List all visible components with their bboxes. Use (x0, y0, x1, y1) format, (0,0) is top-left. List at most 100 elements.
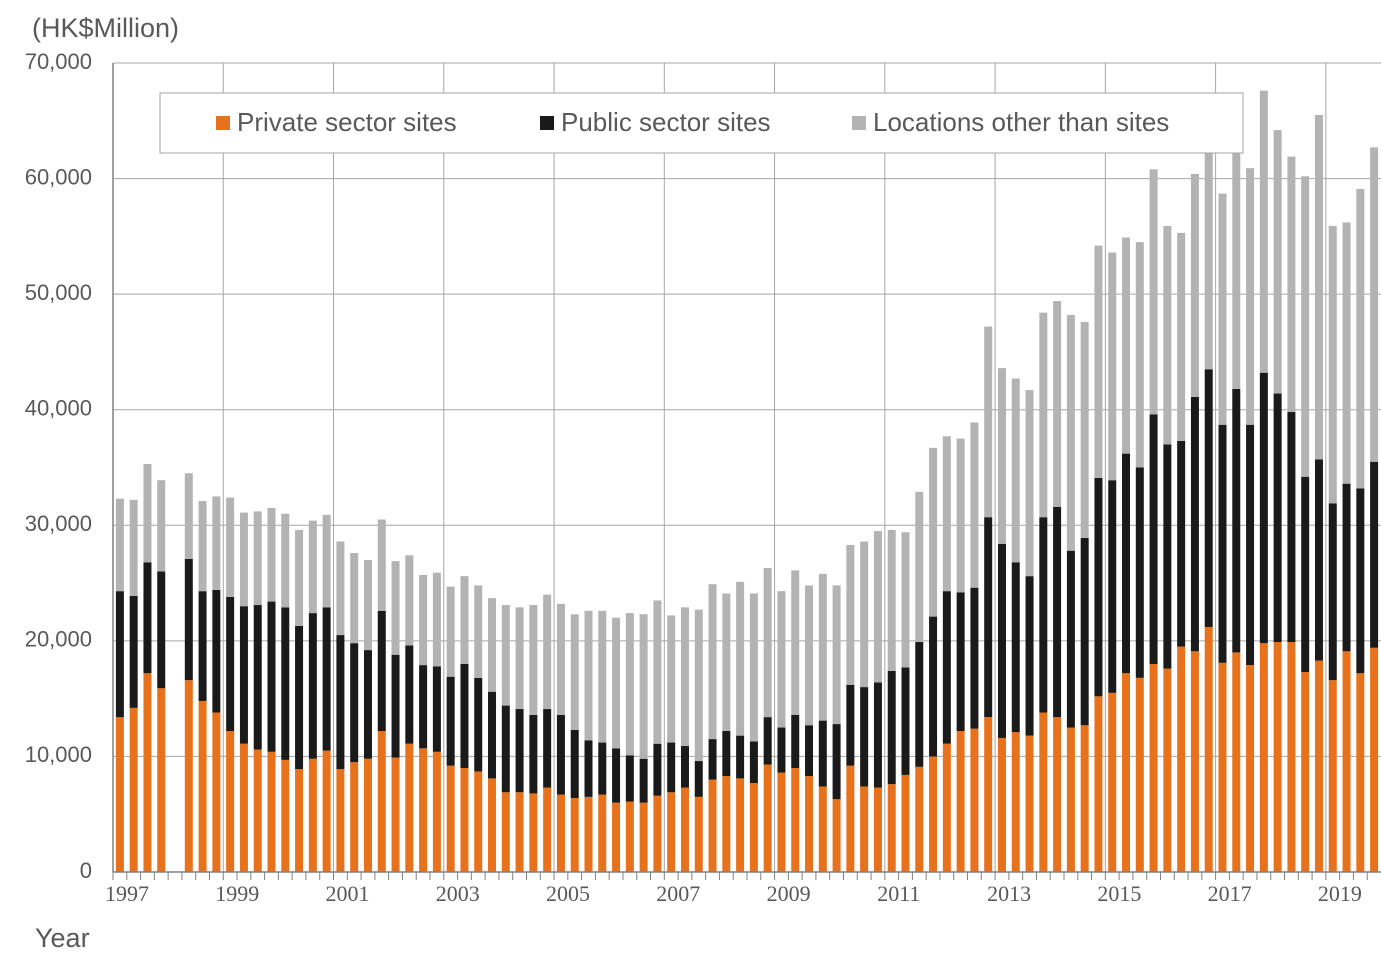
bar-segment (501, 705, 510, 793)
bar-segment (1094, 477, 1103, 697)
bar-segment (887, 784, 896, 872)
legend-swatch (540, 116, 554, 130)
bar-segment (488, 598, 497, 692)
bar-segment (198, 501, 207, 592)
bar-segment (143, 464, 152, 563)
bar-segment (556, 794, 565, 872)
bar-segment (1370, 147, 1379, 462)
bar-segment (805, 725, 814, 777)
bar-segment (777, 591, 786, 728)
bar-segment (1053, 717, 1062, 872)
bar-segment (1190, 397, 1199, 652)
bar-segment (529, 714, 538, 794)
bar-segment (612, 802, 621, 872)
x-tick-label: 1999 (215, 881, 259, 906)
bar-segment (1370, 461, 1379, 648)
bar-segment (1135, 677, 1144, 872)
bar-segment (1080, 537, 1089, 726)
bar-segment (1232, 652, 1241, 872)
bar-segment (1149, 169, 1158, 415)
bar-segment (1190, 651, 1199, 872)
bar-segment (157, 571, 166, 689)
bar-segment (956, 592, 965, 732)
bar-segment (694, 761, 703, 797)
bar-segment (1342, 483, 1351, 652)
bar-segment (680, 746, 689, 788)
bar-segment (708, 739, 717, 780)
bar-segment (625, 755, 634, 802)
bar-segment (805, 585, 814, 726)
bar-segment (1011, 378, 1020, 563)
bar-segment (1314, 660, 1323, 872)
bar-segment (1259, 643, 1268, 872)
bar-segment (1108, 480, 1117, 693)
bar-segment (997, 543, 1006, 738)
bar-segment (129, 707, 138, 872)
bar-segment (1356, 673, 1365, 872)
bar-segment (915, 642, 924, 767)
bar-segment (1190, 173, 1199, 398)
bar-segment (942, 436, 951, 592)
bar-segment (970, 422, 979, 588)
bar-segment (749, 741, 758, 784)
bar-segment (887, 529, 896, 671)
bar-segment (543, 709, 552, 788)
bar-segment (584, 796, 593, 872)
bar-segment (1025, 576, 1034, 736)
bar-segment (419, 748, 428, 872)
bar-segment (1328, 225, 1337, 504)
bar-segment (639, 614, 648, 759)
bar-segment (1218, 662, 1227, 872)
bar-segment (818, 786, 827, 872)
bar-segment (488, 691, 497, 779)
x-tick-label: 2009 (767, 881, 811, 906)
bar-segment (226, 731, 235, 872)
bar-segment (639, 758, 648, 803)
bar-segment (363, 650, 372, 759)
bar-segment (873, 531, 882, 683)
bar-segment (639, 802, 648, 872)
bar-segment (1218, 424, 1227, 663)
bar-segment (791, 767, 800, 872)
bar-segment (846, 544, 855, 685)
bar-segment (1066, 314, 1075, 551)
bar-segment (667, 615, 676, 743)
bar-segment (763, 568, 772, 718)
x-tick-label: 2013 (987, 881, 1031, 906)
bar-segment (281, 513, 290, 608)
bar-segment (736, 581, 745, 736)
bar-segment (1122, 237, 1131, 454)
bar-segment (722, 593, 731, 732)
bar-segment (308, 613, 317, 759)
bar-segment (446, 765, 455, 872)
bar-segment (1301, 672, 1310, 872)
bar-segment (722, 731, 731, 777)
bar-segment (1149, 414, 1158, 664)
bar-segment (556, 603, 565, 715)
bar-segment (997, 737, 1006, 872)
bar-segment (198, 700, 207, 872)
bar-segment (805, 776, 814, 872)
bar-segment (667, 792, 676, 872)
bar-segment (997, 368, 1006, 544)
bar-segment (832, 799, 841, 872)
bar-segment (1246, 168, 1255, 425)
bar-segment (419, 665, 428, 749)
bar-segment (749, 593, 758, 742)
bar-segment (1356, 488, 1365, 674)
bar-segment (984, 326, 993, 518)
bar-segment (887, 670, 896, 785)
bar-segment (501, 792, 510, 872)
bar-segment (143, 673, 152, 872)
bar-segment (308, 758, 317, 872)
bar-segment (929, 616, 938, 757)
bar-segment (901, 667, 910, 775)
bar-segment (1370, 647, 1379, 872)
bar-segment (377, 731, 386, 872)
bar-segment (239, 743, 248, 872)
legend-box (159, 92, 1244, 154)
bar-segment (405, 645, 414, 744)
bar-segment (763, 764, 772, 872)
bar-segment (942, 743, 951, 872)
bar-segment (1287, 412, 1296, 643)
